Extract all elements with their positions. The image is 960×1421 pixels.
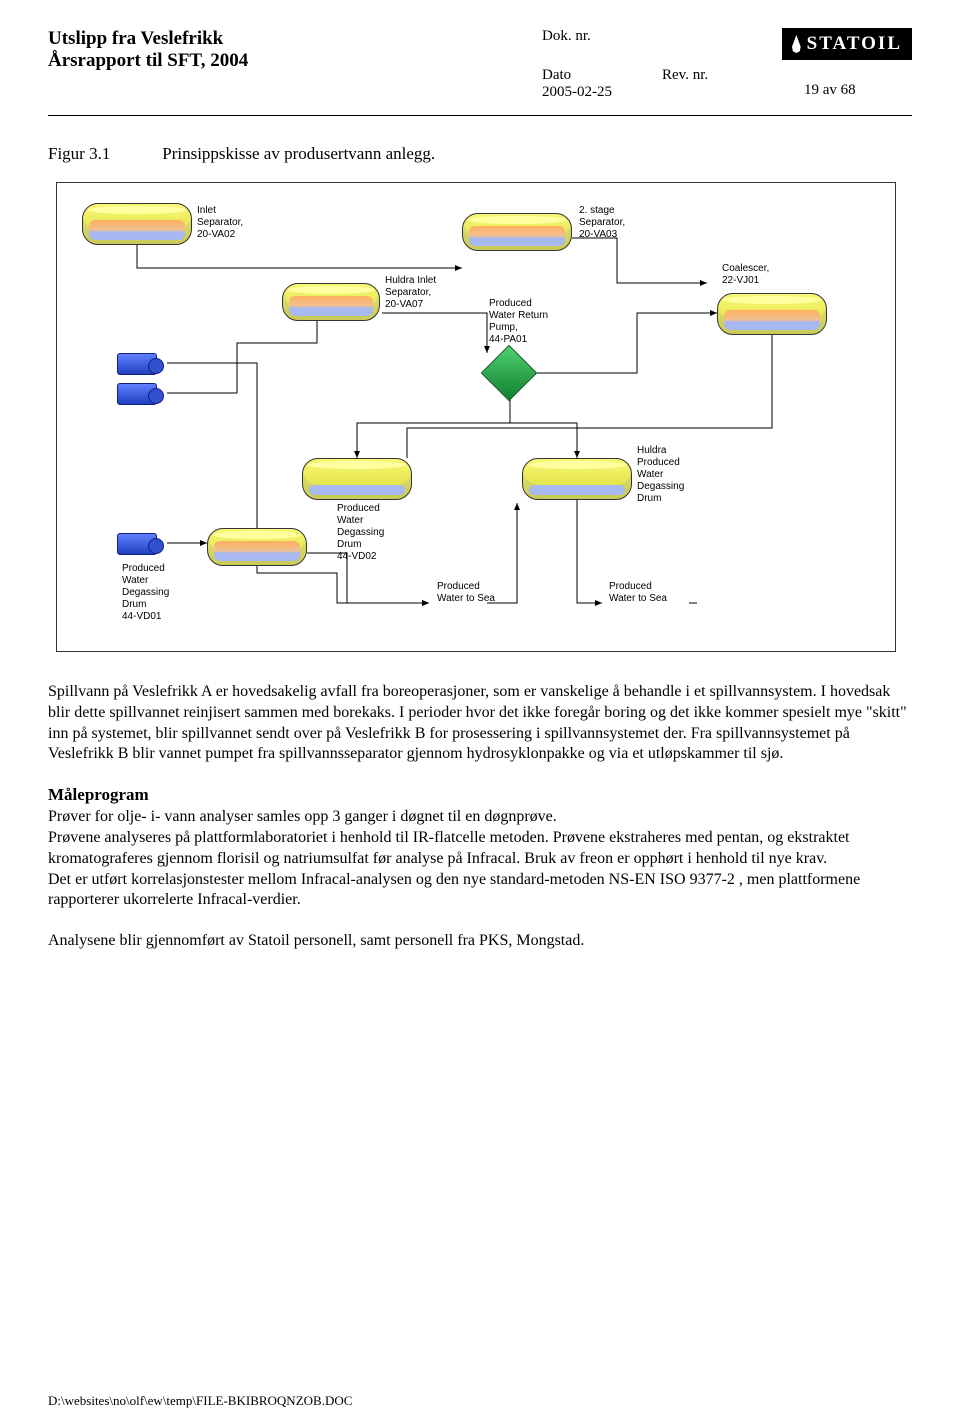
footer-path: D:\websites\no\olf\ew\temp\FILE-BKIBROQN…: [48, 1393, 352, 1409]
label-sea1: Produced Water to Sea: [437, 581, 495, 605]
label-sea2: Produced Water to Sea: [609, 581, 667, 605]
label-deg2: Produced Water Degassing Drum 44-VD02: [337, 503, 384, 563]
tank-deg1: [207, 528, 307, 566]
doc-title-2: Årsrapport til SFT, 2004: [48, 50, 532, 72]
pump-icon: [117, 533, 157, 555]
doc-title-1: Utslipp fra Veslefrikk: [48, 28, 532, 50]
tank-huldra: [282, 283, 380, 321]
pump-icon: [117, 383, 157, 405]
process-diagram: Inlet Separator, 20-VA02 2. stage Separat…: [56, 182, 896, 652]
logo-text: STATOIL: [807, 33, 902, 55]
label-stage2: 2. stage Separator, 20-VA03: [579, 205, 625, 241]
figure-caption: Figur 3.1 Prinsippskisse av produsertvan…: [48, 144, 912, 164]
tank-coal: [717, 293, 827, 335]
paragraph-maleprogram: Prøver for olje- i- vann analyser samles…: [48, 807, 912, 911]
document-header: Utslipp fra Veslefrikk Årsrapport til SF…: [48, 28, 912, 101]
section-maleprogram-title: Måleprogram: [48, 785, 912, 805]
tank-inlet: [82, 203, 192, 245]
dato-value: 2005-02-25: [542, 84, 652, 101]
paragraph-spillvann: Spillvann på Veslefrikk A er hovedsakeli…: [48, 682, 912, 765]
doknr-label: Dok. nr.: [542, 28, 652, 45]
label-inlet: Inlet Separator, 20-VA02: [197, 205, 243, 241]
revnr-label: Rev. nr.: [662, 67, 772, 84]
page-number: 19 av 68: [782, 82, 912, 99]
header-rule: [48, 115, 912, 116]
pump-icon: [117, 353, 157, 375]
statoil-logo: STATOIL: [782, 28, 912, 60]
tank-stage2: [462, 213, 572, 251]
figure-number: Figur 3.1: [48, 144, 158, 164]
tank-hdeg: [522, 458, 632, 500]
valve-icon: [481, 345, 538, 402]
label-huldra: Huldra Inlet Separator, 20-VA07: [385, 275, 436, 311]
label-coal: Coalescer, 22-VJ01: [722, 263, 769, 287]
label-deg1: Produced Water Degassing Drum 44-VD01: [122, 563, 169, 623]
label-hdeg: Huldra Produced Water Degassing Drum: [637, 445, 684, 505]
drop-icon: [792, 35, 801, 53]
figure-title: Prinsippskisse av produsertvann anlegg.: [162, 144, 435, 163]
revnr-spacer: [662, 28, 772, 45]
label-pwret: Produced Water Return Pump, 44-PA01: [489, 298, 548, 346]
dato-label: Dato: [542, 67, 652, 84]
paragraph-analyser: Analysene blir gjennomført av Statoil pe…: [48, 931, 912, 952]
tank-deg2: [302, 458, 412, 500]
